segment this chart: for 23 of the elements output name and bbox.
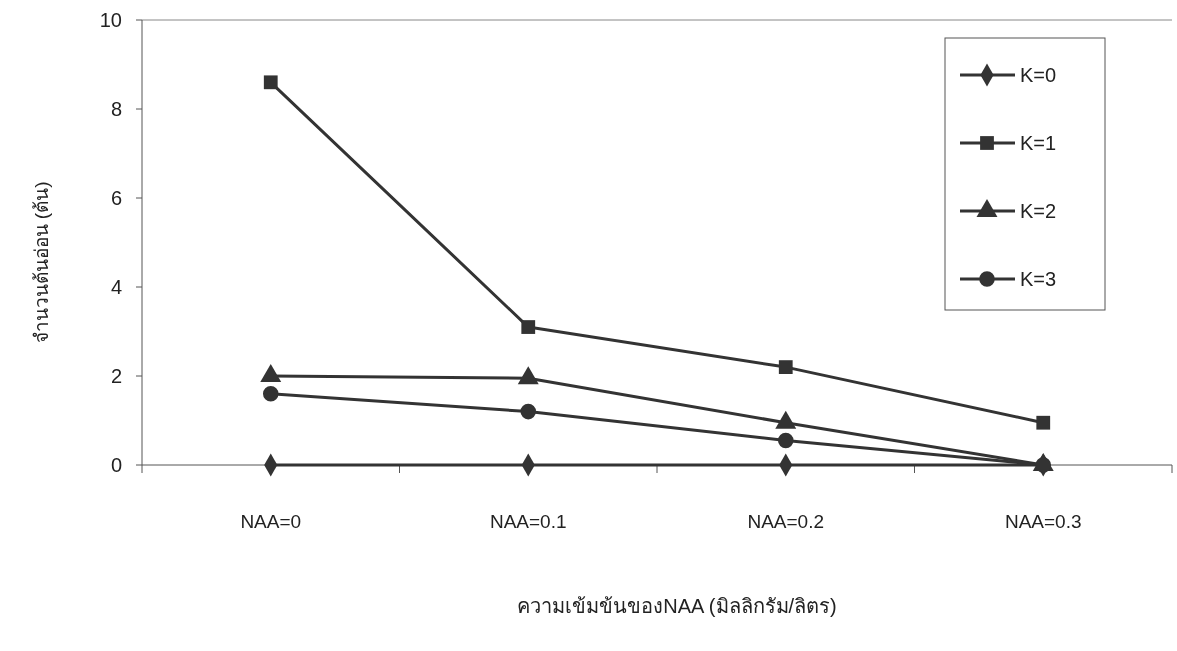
point [263,75,278,90]
point [262,386,279,402]
point [520,403,537,420]
y-tick-label: 0 [110,454,122,476]
x-tick-label: NAA=0.2 [747,511,825,532]
y-tick-label: 6 [110,187,122,209]
x-tick-label: NAA=0.1 [489,511,567,532]
legend-label: K=1 [1020,132,1057,154]
y-tick-label: 2 [110,365,122,387]
x-tick-label: NAA=0 [240,511,302,532]
point [1036,415,1051,430]
point [777,432,794,449]
legend-label: K=0 [1020,64,1057,86]
y-tick-label: 4 [110,276,122,298]
legend-label: K=2 [1020,200,1057,222]
point [521,320,536,334]
x-axis-title: ความเข้มข้นของNAA (มิลลิกรัม/ลิตร) [517,595,837,617]
legend-label: K=3 [1020,268,1057,290]
point [778,360,793,374]
y-tick-label: 8 [110,98,122,120]
x-tick-label: NAA=0.3 [1004,511,1082,532]
y-tick-label: 10 [99,9,122,31]
y-axis-title: จำนวนต้นอ่อน (ต้น) [31,181,52,344]
